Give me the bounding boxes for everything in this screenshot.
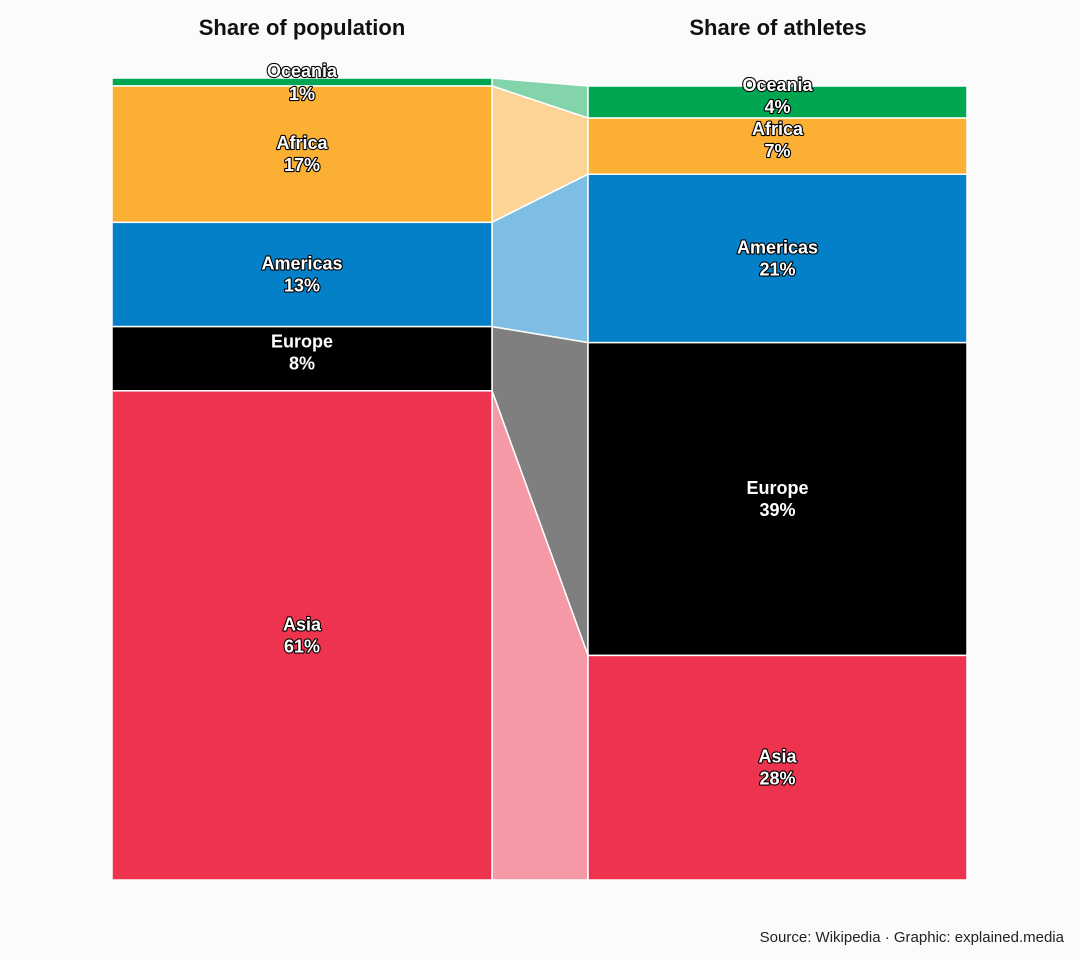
segment-labels: Oceania1%Africa17%Americas13%Europe8%Asi… bbox=[260, 60, 819, 790]
label-athletes-asia-name: Asia bbox=[758, 747, 797, 767]
bar-athletes-oceania bbox=[587, 85, 968, 119]
label-population-africa-value: 17% bbox=[284, 155, 320, 175]
label-athletes-europe-value: 39% bbox=[759, 500, 795, 520]
label-athletes-oceania-name: Oceania bbox=[742, 75, 813, 95]
source-credit: Source: Wikipedia · Graphic: explained.m… bbox=[759, 929, 1064, 946]
label-population-oceania-name: Oceania bbox=[267, 61, 338, 81]
label-athletes-oceania-value: 4% bbox=[764, 97, 790, 117]
column-titles: Share of population Share of athletes bbox=[199, 15, 867, 40]
label-population-europe-name: Europe bbox=[271, 332, 333, 352]
label-population-oceania-value: 1% bbox=[289, 84, 315, 104]
label-population-europe-value: 8% bbox=[289, 354, 315, 374]
bar-athletes-europe bbox=[587, 341, 968, 657]
bar-population-africa bbox=[111, 85, 493, 224]
label-athletes-europe-name: Europe bbox=[746, 478, 808, 498]
label-population-asia-name: Asia bbox=[283, 614, 322, 634]
label-athletes-americas-value: 21% bbox=[759, 259, 795, 279]
bar-athletes-africa bbox=[587, 117, 968, 175]
bar-athletes-asia bbox=[587, 654, 968, 881]
label-population-americas-name: Americas bbox=[261, 253, 342, 273]
label-athletes-asia-value: 28% bbox=[759, 769, 795, 789]
label-athletes-americas-name: Americas bbox=[737, 237, 818, 257]
flow-bands bbox=[491, 77, 589, 881]
bar-athletes-americas bbox=[587, 173, 968, 344]
label-population-asia-value: 61% bbox=[284, 636, 320, 656]
label-population-africa-name: Africa bbox=[276, 133, 328, 153]
column-title-athletes: Share of athletes bbox=[689, 15, 866, 40]
label-athletes-africa-name: Africa bbox=[752, 119, 804, 139]
label-population-americas-value: 13% bbox=[284, 275, 320, 295]
bar-population-europe bbox=[111, 325, 493, 392]
label-athletes-africa-value: 7% bbox=[764, 141, 790, 161]
bar-population-asia bbox=[111, 390, 493, 881]
bar-population-americas bbox=[111, 221, 493, 328]
column-title-population: Share of population bbox=[199, 15, 406, 40]
stacked-bars bbox=[111, 77, 968, 881]
